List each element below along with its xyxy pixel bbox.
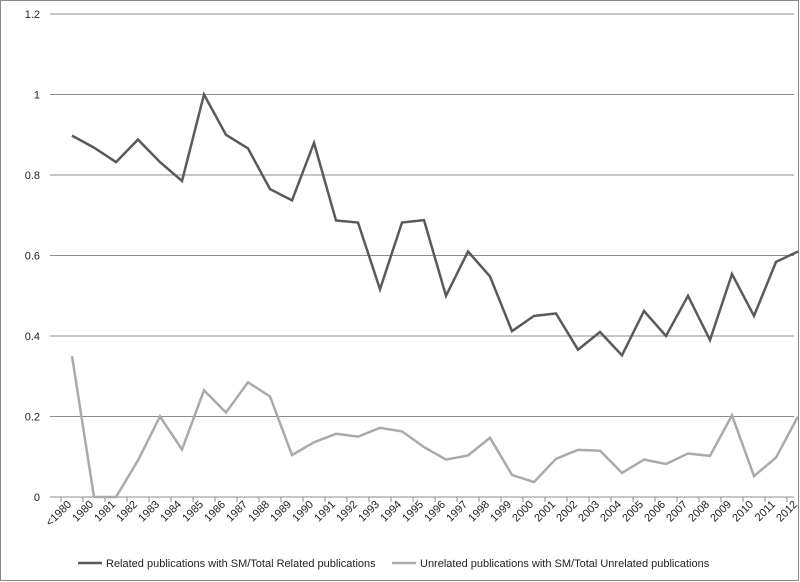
series-lines [70, 91, 800, 499]
y-tick-label: 0.6 [25, 251, 40, 263]
y-axis-ticks: 0 0.2 0.4 0.6 0.8 1 1.2 [25, 9, 40, 504]
series-line-2 [70, 355, 800, 499]
y-tick-label: 1.2 [25, 9, 40, 21]
legend-label-2: Unrelated publications with SM/Total Unr… [420, 558, 710, 570]
legend-label-1: Related publications with SM/Total Relat… [106, 558, 376, 570]
y-tick-label: 1 [34, 90, 40, 102]
y-tick-label: 0.8 [25, 170, 40, 182]
legend: Related publications with SM/Total Relat… [78, 558, 710, 570]
series-line-1 [71, 91, 799, 358]
y-tick-label: 0 [34, 492, 40, 504]
y-tick-label: 0.2 [25, 412, 40, 424]
y-tick-label: 0.4 [25, 331, 40, 343]
